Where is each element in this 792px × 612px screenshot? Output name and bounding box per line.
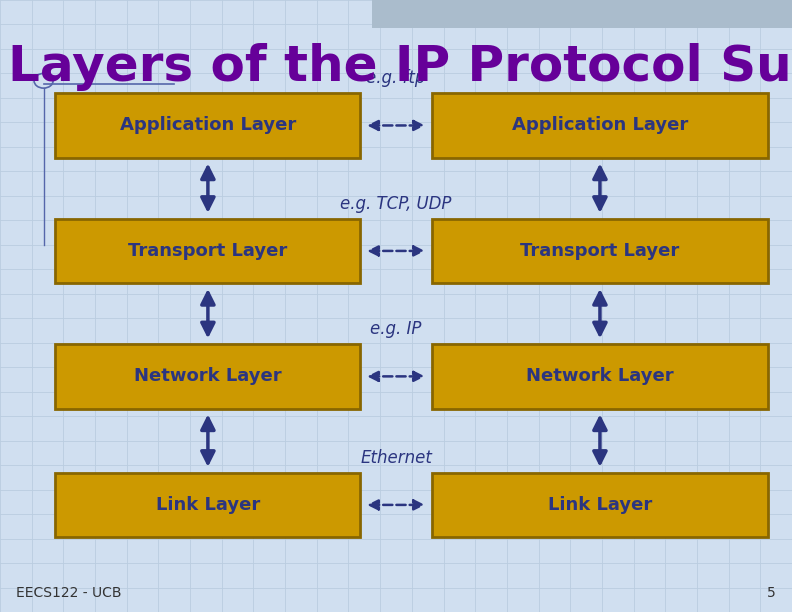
Text: 5: 5 xyxy=(767,586,776,600)
FancyBboxPatch shape xyxy=(55,93,360,157)
FancyBboxPatch shape xyxy=(432,219,768,283)
Text: e.g. TCP, UDP: e.g. TCP, UDP xyxy=(341,195,451,213)
FancyBboxPatch shape xyxy=(55,472,360,537)
FancyBboxPatch shape xyxy=(432,472,768,537)
Text: Transport Layer: Transport Layer xyxy=(128,242,287,260)
FancyBboxPatch shape xyxy=(55,219,360,283)
FancyBboxPatch shape xyxy=(55,344,360,409)
Text: e.g. IP: e.g. IP xyxy=(371,320,421,338)
Text: Network Layer: Network Layer xyxy=(134,367,282,386)
FancyBboxPatch shape xyxy=(432,93,768,157)
Text: Application Layer: Application Layer xyxy=(120,116,296,135)
Text: Transport Layer: Transport Layer xyxy=(520,242,680,260)
Text: e.g. ftp: e.g. ftp xyxy=(367,69,425,87)
Bar xyxy=(372,0,792,28)
Text: Link Layer: Link Layer xyxy=(548,496,652,514)
Text: Ethernet: Ethernet xyxy=(360,449,432,466)
Text: Application Layer: Application Layer xyxy=(512,116,688,135)
FancyBboxPatch shape xyxy=(432,344,768,409)
Text: Link Layer: Link Layer xyxy=(156,496,260,514)
Text: Layers of the IP Protocol Suite: Layers of the IP Protocol Suite xyxy=(8,43,792,91)
Text: Network Layer: Network Layer xyxy=(526,367,674,386)
Text: EECS122 - UCB: EECS122 - UCB xyxy=(16,586,121,600)
